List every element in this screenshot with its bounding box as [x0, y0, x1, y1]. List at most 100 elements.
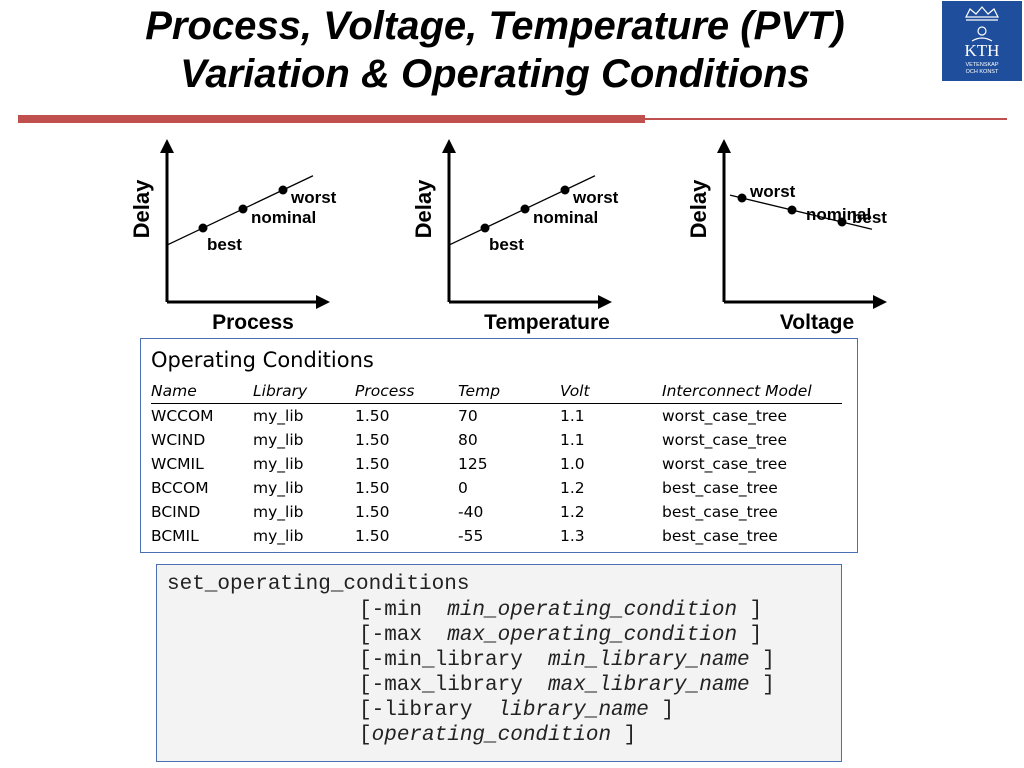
data-label-nominal: nominal [251, 208, 316, 227]
table-cell: my_lib [253, 527, 304, 545]
pvt-charts: ProcessDelaybestnominalworstTemperatureD… [129, 139, 887, 334]
table-cell: best_case_tree [662, 527, 778, 545]
logo-subtext-1: VETENSKAP [965, 62, 998, 68]
table-cell: BCCOM [151, 479, 209, 497]
data-point-nominal [238, 204, 248, 214]
column-header: Temp [458, 379, 560, 404]
x-axis-arrow [873, 295, 887, 309]
table-cell: WCMIL [151, 455, 204, 473]
table-cell: 1.50 [355, 407, 390, 425]
table-row: BCCOM my_lib 1.50 0 1.2 best_case_tree [151, 476, 842, 500]
table-header-row: Name Library Process Temp Volt Interconn… [151, 379, 842, 404]
slide-title: Process, Voltage, Temperature (PVT) Vari… [40, 2, 950, 98]
data-point-nominal [787, 205, 797, 215]
x-axis-label: Voltage [780, 311, 854, 334]
table-cell: 1.0 [560, 455, 585, 473]
command-option-line: [-library library_name ] [359, 699, 675, 722]
data-point-nominal [520, 204, 530, 214]
table-cell: 1.1 [560, 431, 585, 449]
table-cell: WCCOM [151, 407, 214, 425]
table-cell: worst_case_tree [662, 431, 787, 449]
table-cell: 125 [458, 455, 488, 473]
data-point-best [837, 217, 847, 227]
table-cell: 1.2 [560, 503, 585, 521]
table-cell: best_case_tree [662, 479, 778, 497]
table-row: BCMIL my_lib 1.50 -55 1.3 best_case_tree [151, 524, 842, 548]
title-divider-thin [645, 118, 1007, 120]
command-syntax-box: set_operating_conditions [-min min_opera… [156, 564, 842, 762]
column-header: Library [253, 379, 355, 404]
kth-logo: KTH VETENSKAP OCH KONST [942, 1, 1022, 81]
logo-text: KTH [965, 41, 1000, 60]
table-cell: 1.50 [355, 431, 390, 449]
table-cell: 1.2 [560, 479, 585, 497]
command-name: set_operating_conditions [167, 573, 470, 596]
table-cell: my_lib [253, 431, 304, 449]
table-row: WCMIL my_lib 1.50 125 1.0 worst_case_tre… [151, 452, 842, 476]
command-option-line: [-min min_operating_condition ] [359, 599, 763, 622]
table-cell: 1.50 [355, 503, 390, 521]
table-row: BCIND my_lib 1.50 -40 1.2 best_case_tree [151, 500, 842, 524]
command-option-line: [-min_library min_library_name ] [359, 649, 775, 672]
operating-conditions-heading: Operating Conditions [151, 348, 374, 372]
table-row: WCIND my_lib 1.50 80 1.1 worst_case_tree [151, 428, 842, 452]
table-cell: WCIND [151, 431, 206, 449]
data-point-best [198, 223, 208, 233]
column-header: Name [151, 379, 253, 404]
y-axis-arrow [442, 139, 456, 153]
data-label-worst: worst [572, 188, 619, 207]
column-header: Process [355, 379, 458, 404]
data-point-worst [560, 185, 570, 195]
title-line-1: Process, Voltage, Temperature (PVT) [145, 4, 845, 48]
table-cell: worst_case_tree [662, 455, 787, 473]
data-label-best: best [852, 208, 887, 227]
data-label-worst: worst [749, 182, 796, 201]
command-option-line: [operating_condition ] [359, 724, 637, 747]
data-label-best: best [207, 235, 242, 254]
y-axis-label: Delay [411, 179, 436, 238]
data-point-worst [278, 185, 288, 195]
table-cell: 0 [458, 479, 468, 497]
table-cell: 70 [458, 407, 478, 425]
table-cell: my_lib [253, 503, 304, 521]
logo-subtext-2: OCH KONST [966, 69, 999, 75]
table-cell: BCIND [151, 503, 201, 521]
y-axis-label: Delay [686, 179, 711, 238]
table-cell: worst_case_tree [662, 407, 787, 425]
data-point-best [480, 223, 490, 233]
table-cell: BCMIL [151, 527, 199, 545]
table-row: WCCOM my_lib 1.50 70 1.1 worst_case_tree [151, 404, 842, 429]
column-header: Volt [560, 379, 662, 404]
operating-conditions-table: Name Library Process Temp Volt Interconn… [151, 379, 842, 548]
y-axis-arrow [717, 139, 731, 153]
table-cell: my_lib [253, 407, 304, 425]
table-cell: best_case_tree [662, 503, 778, 521]
x-axis-arrow [598, 295, 612, 309]
table-cell: -55 [458, 527, 484, 545]
data-point-worst [737, 193, 747, 203]
data-label-nominal: nominal [533, 208, 598, 227]
table-cell: 1.50 [355, 479, 390, 497]
table-cell: 1.1 [560, 407, 585, 425]
trend-line [729, 194, 873, 230]
operating-conditions-panel: Operating Conditions Name Library Proces… [140, 338, 858, 553]
table-cell: -40 [458, 503, 484, 521]
title-line-2: Variation & Operating Conditions [180, 52, 810, 96]
data-label-worst: worst [290, 188, 337, 207]
command-option-line: [-max_library max_library_name ] [359, 674, 775, 697]
y-axis-label: Delay [129, 179, 154, 238]
column-header: Interconnect Model [662, 379, 842, 404]
data-label-best: best [489, 235, 524, 254]
table-cell: my_lib [253, 455, 304, 473]
title-divider [18, 115, 645, 123]
data-label-nominal: nominal [806, 205, 871, 224]
x-axis-arrow [316, 295, 330, 309]
table-cell: 1.3 [560, 527, 585, 545]
table-cell: 1.50 [355, 527, 390, 545]
x-axis-label: Process [212, 311, 294, 334]
table-cell: 1.50 [355, 455, 390, 473]
y-axis-arrow [160, 139, 174, 153]
